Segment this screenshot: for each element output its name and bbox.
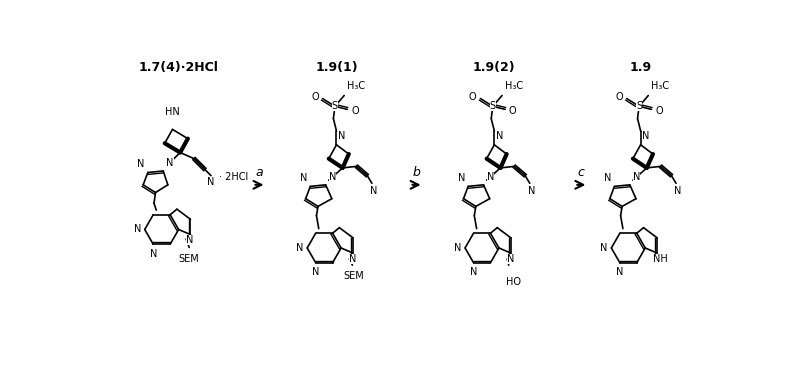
Text: N: N [600,243,607,253]
Text: N: N [349,254,357,264]
Text: N: N [134,224,141,235]
Text: SEM: SEM [344,271,364,281]
Text: N: N [338,131,345,141]
Text: N: N [642,131,650,141]
Text: N: N [604,173,611,183]
Text: S: S [489,101,496,111]
Text: b: b [413,166,421,179]
Text: NH: NH [654,254,668,264]
Text: N: N [633,172,640,182]
Text: O: O [509,106,516,116]
Text: H₃C: H₃C [347,81,365,91]
Text: N: N [296,243,304,253]
Text: c: c [578,166,585,179]
Text: N: N [453,243,461,253]
Text: N: N [457,173,465,183]
Text: N: N [312,267,320,277]
Text: N: N [137,160,145,169]
Text: N: N [167,158,174,168]
Text: HO: HO [506,277,520,287]
Text: N: N [507,254,515,264]
Text: 1.9(2): 1.9(2) [473,60,516,74]
Text: 1.9: 1.9 [630,60,652,74]
Text: N: N [300,173,307,183]
Text: N: N [186,235,194,245]
Text: · 2HCl: · 2HCl [218,172,248,182]
Text: N: N [528,186,535,197]
Text: O: O [469,92,477,102]
Text: N: N [150,249,157,259]
Text: S: S [636,101,642,111]
Text: HN: HN [165,107,180,117]
Text: O: O [311,92,319,102]
Text: N: N [370,186,377,197]
Text: SEM: SEM [179,254,199,264]
Text: O: O [351,106,359,116]
Text: O: O [655,106,663,116]
Text: H₃C: H₃C [505,81,523,91]
Text: O: O [615,92,623,102]
Text: N: N [674,186,681,197]
Text: N: N [487,172,494,182]
Text: N: N [207,177,214,187]
Text: H₃C: H₃C [651,81,669,91]
Text: N: N [496,131,503,141]
Text: a: a [256,166,263,179]
Text: 1.7(4)·2HCl: 1.7(4)·2HCl [139,60,218,74]
Text: N: N [470,267,477,277]
Text: N: N [329,172,336,182]
Text: S: S [332,101,338,111]
Text: N: N [616,267,623,277]
Text: 1.9(1): 1.9(1) [315,60,358,74]
